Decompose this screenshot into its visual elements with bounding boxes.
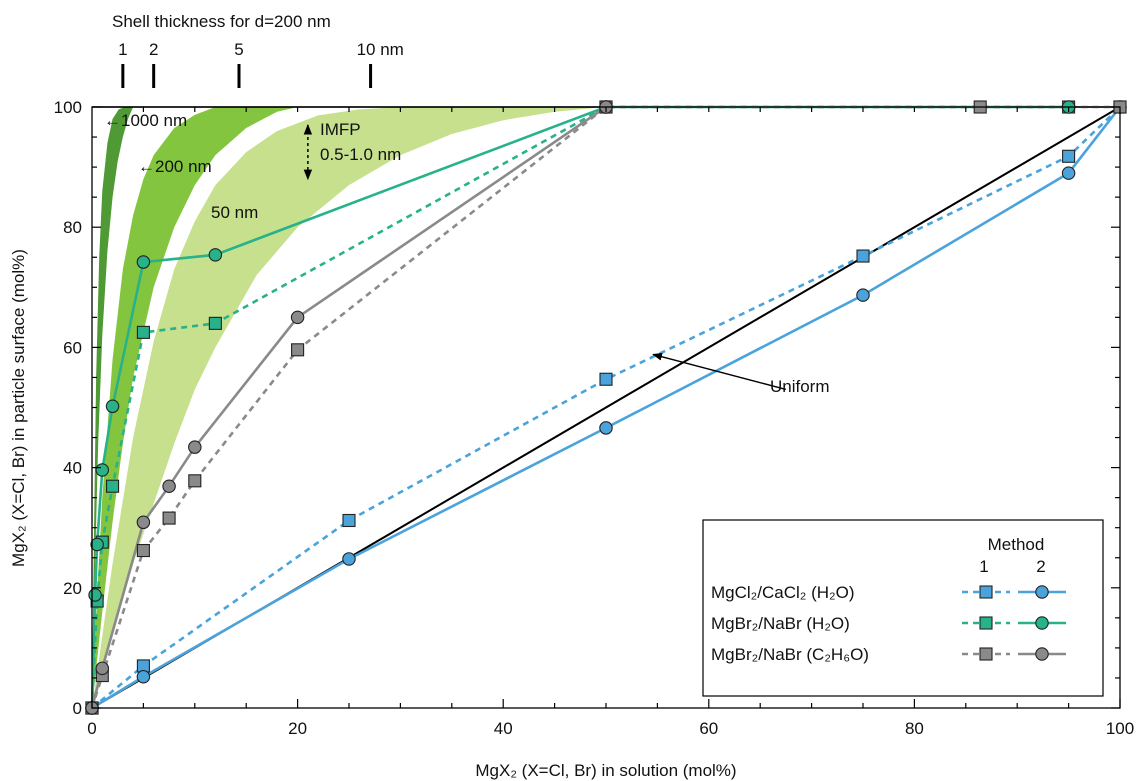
y-tick-label-100: 100 xyxy=(54,98,82,117)
y-tick-label-20: 20 xyxy=(63,579,82,598)
band-1000-nm xyxy=(92,107,134,708)
legend-marker-mgbr-nabr-h-o-method-2 xyxy=(1035,616,1049,630)
point-mgbr-nabr-h-o-method-1-4 xyxy=(136,325,150,339)
legend-box xyxy=(702,519,1104,697)
point-mgbr-nabr-h-o-method-1-5 xyxy=(208,316,222,330)
imfp-label-line1: IMFP xyxy=(320,120,361,139)
y-axis-title: MgX₂ (X=Cl, Br) in particle surface (mol… xyxy=(9,249,28,567)
point-mgbr-nabr-h-o-method-2-5 xyxy=(136,255,151,269)
uniform-label: Uniform xyxy=(770,377,830,396)
x-axis-title: MgX₂ (X=Cl, Br) in solution (mol%) xyxy=(475,761,736,780)
legend-marker-mgbr-nabr-c-h-o-method-2 xyxy=(1035,647,1049,661)
point-mgbr-nabr-c-h-o-method-1-2 xyxy=(136,543,150,558)
point-mgcl-cacl-h-o-method-1-5 xyxy=(1062,149,1076,163)
y-tick-label-60: 60 xyxy=(63,338,82,357)
point-mgbr-nabr-c-h-o-method-1-4 xyxy=(188,474,202,488)
point-mgbr-nabr-c-h-o-method-2-5 xyxy=(290,310,305,325)
legend-marker-mgbr-nabr-c-h-o-method-1 xyxy=(979,647,993,661)
shell-tick-label-1: 1 xyxy=(118,40,127,59)
shell-bands xyxy=(92,107,606,708)
legend-row1-label: MgCl₂/CaCl₂ (H₂O) xyxy=(711,583,855,602)
point-mgbr-nabr-c-h-o-method-2-1 xyxy=(95,661,110,676)
top-axis-title: Shell thickness for d=200 nm xyxy=(112,12,331,31)
shell-tick-label-10-nm: 10 nm xyxy=(357,40,404,59)
top-shell-axis: 1 2 5 10 nm xyxy=(118,40,1070,112)
series-line-mgbr-nabr-h-o-method-1 xyxy=(90,105,1069,709)
point-mgbr-nabr-c-h-o-method-2-2 xyxy=(136,515,151,530)
point-mgbr-nabr-c-h-o-method-2-4 xyxy=(188,440,202,454)
band-label-1000nm: ←1000 nm xyxy=(104,111,187,130)
point-mgbr-nabr-h-o-method-2-3 xyxy=(95,463,110,477)
legend-marker-mgcl-cacl-h-o-method-2 xyxy=(1035,585,1049,599)
point-mgcl-cacl-h-o-method-1-2 xyxy=(342,513,356,528)
x-tick-label-100: 100 xyxy=(1106,719,1134,738)
legend-marker-mgbr-nabr-h-o-method-1 xyxy=(979,616,993,630)
point-mgbr-nabr-h-o-method-1-3 xyxy=(106,479,120,493)
point-mgcl-cacl-h-o-method-2-1 xyxy=(136,669,151,684)
legend-row3-label: MgBr₂/NaBr (C₂H₆O) xyxy=(711,645,869,664)
x-tick-label-0: 0 xyxy=(87,719,96,738)
legend: Method 1 2 MgCl₂/CaCl₂ (H₂O) MgBr₂/NaBr … xyxy=(702,519,1104,697)
annotations xyxy=(303,123,787,391)
legend-marker-mgcl-cacl-h-o-method-1 xyxy=(979,585,993,599)
x-tick-label-60: 60 xyxy=(699,719,718,738)
x-axis-ticks: 0 20 40 60 80 100 xyxy=(87,699,1134,738)
point-mgbr-nabr-c-h-o-method-2-3 xyxy=(162,479,176,493)
point-mgcl-cacl-h-o-method-1-4 xyxy=(856,249,870,263)
x-tick-label-40: 40 xyxy=(494,719,513,738)
imfp-label-line2: 0.5-1.0 nm xyxy=(320,145,401,164)
legend-swatches xyxy=(962,585,1066,661)
shell-tick-label-5: 5 xyxy=(234,40,243,59)
point-mgbr-nabr-c-h-o-method-1-3 xyxy=(162,511,176,525)
x-tick-label-80: 80 xyxy=(905,719,924,738)
legend-col1-label: 1 xyxy=(979,557,988,576)
y-tick-label-80: 80 xyxy=(63,218,82,237)
point-mgbr-nabr-c-h-o-method-1-5 xyxy=(291,343,305,357)
series-markers xyxy=(85,100,1127,715)
point-mgcl-cacl-h-o-method-1-3 xyxy=(599,372,613,386)
point-mgbr-nabr-h-o-method-2-1 xyxy=(88,588,102,602)
shell-tick-label-2: 2 xyxy=(149,40,158,59)
y-axis-ticks: 0 20 40 60 80 100 xyxy=(54,98,1120,718)
y-tick-label-0: 0 xyxy=(73,699,82,718)
point-mgbr-nabr-h-o-method-2-6 xyxy=(208,248,223,262)
data-series xyxy=(85,100,1127,715)
uniform-arrow xyxy=(652,352,787,391)
point-mgcl-cacl-h-o-method-2-2 xyxy=(342,552,356,566)
legend-col2-label: 2 xyxy=(1036,557,1045,576)
band-label-50nm: 50 nm xyxy=(211,203,258,222)
point-mgbr-nabr-h-o-method-2-4 xyxy=(105,399,120,414)
band-label-200nm: ←200 nm xyxy=(138,157,212,176)
legend-row2-label: MgBr₂/NaBr (H₂O) xyxy=(711,614,850,633)
y-tick-label-40: 40 xyxy=(63,459,82,478)
point-mgcl-cacl-h-o-method-2-5 xyxy=(1061,166,1076,180)
x-tick-label-20: 20 xyxy=(288,719,307,738)
legend-title: Method xyxy=(988,535,1045,554)
point-mgbr-nabr-h-o-method-2-2 xyxy=(90,537,104,552)
point-mgcl-cacl-h-o-method-2-3 xyxy=(599,421,613,435)
point-mgcl-cacl-h-o-method-2-4 xyxy=(856,288,870,302)
